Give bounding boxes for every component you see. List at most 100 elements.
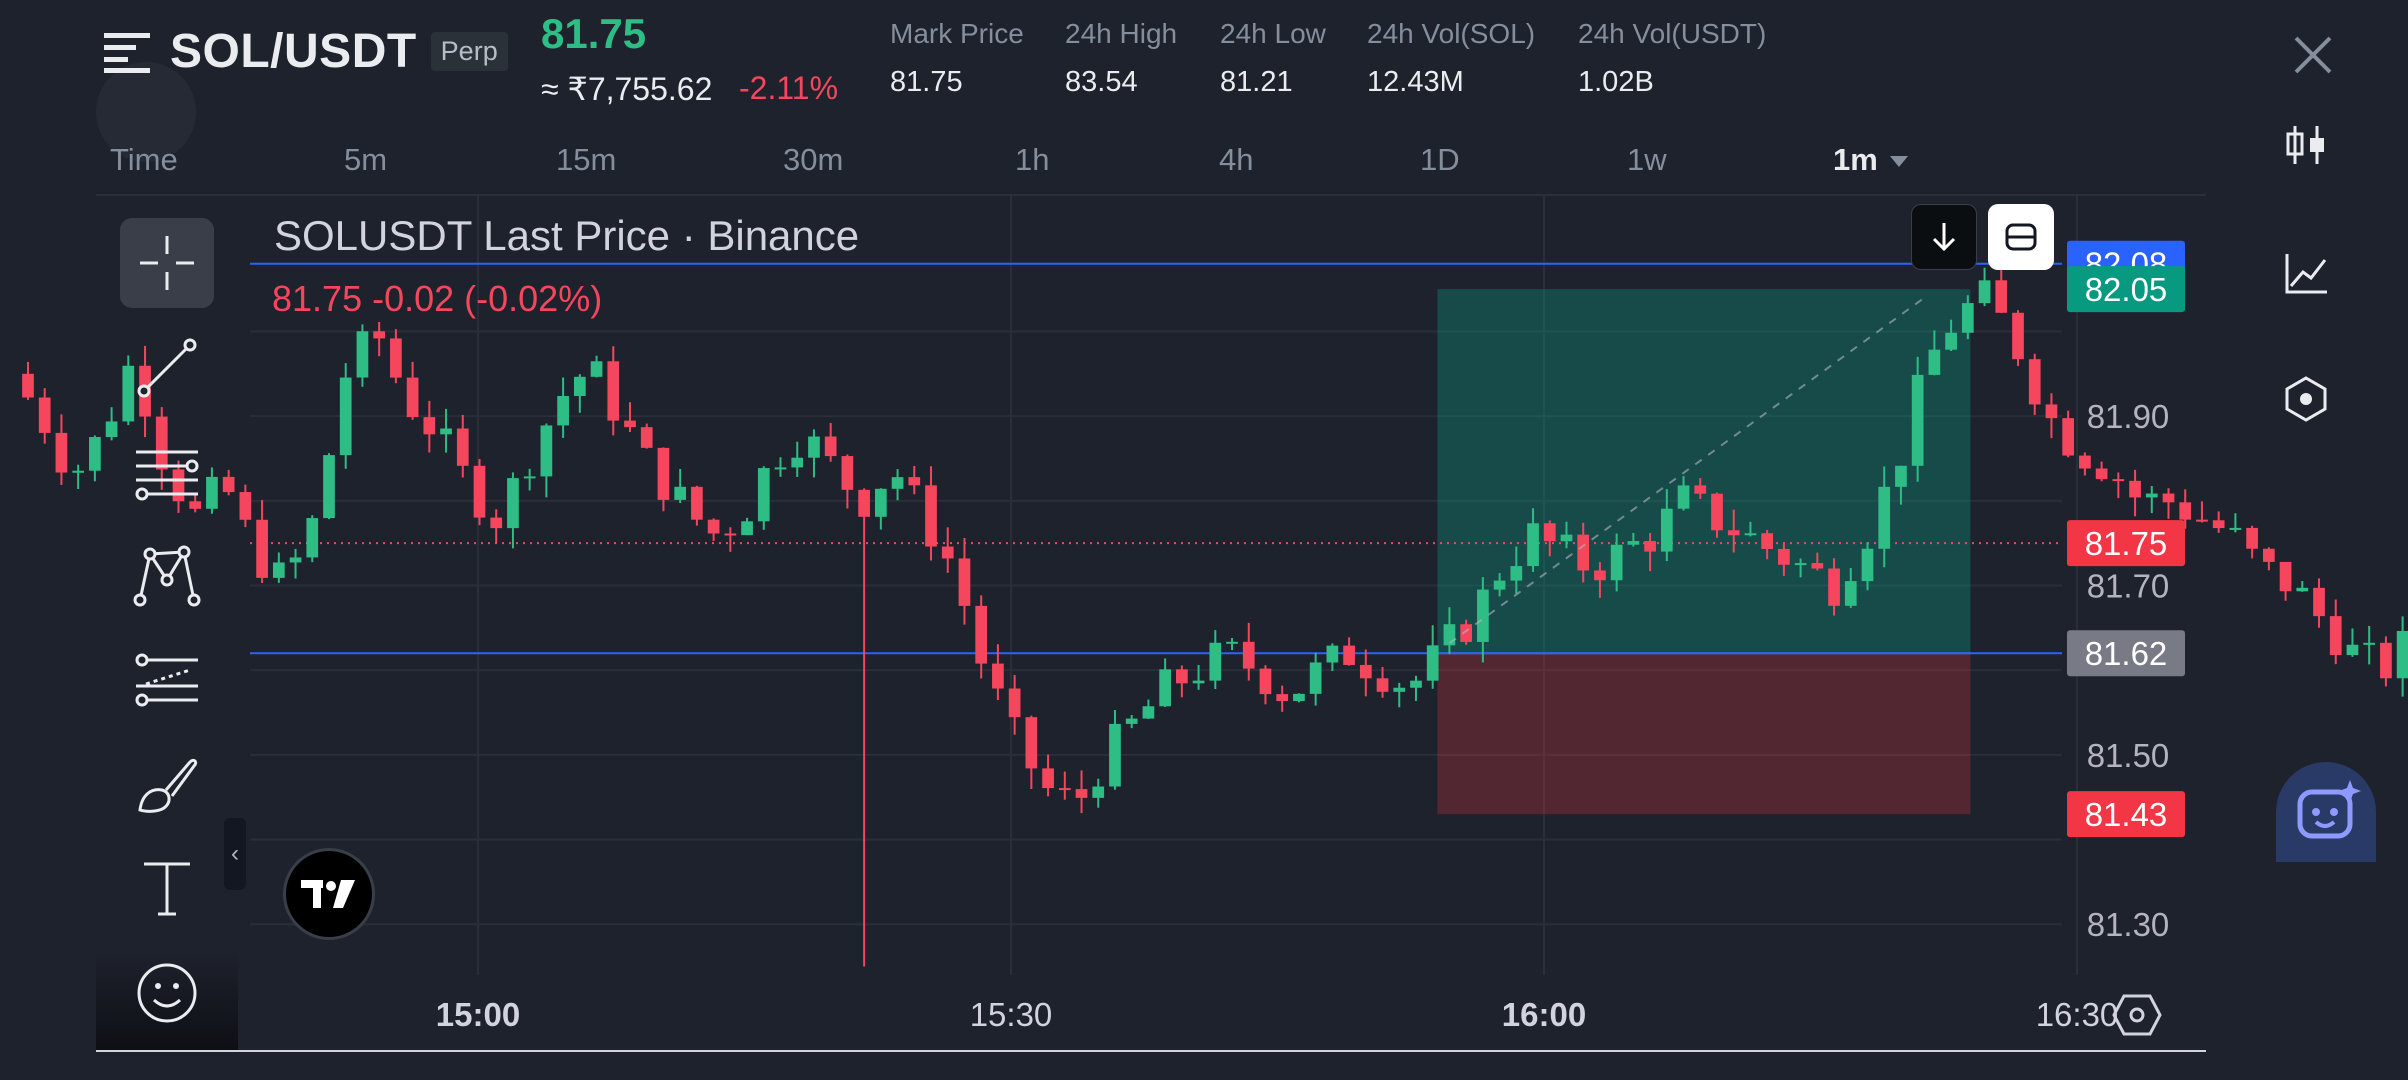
candle-body (674, 486, 687, 500)
tab-1h[interactable]: 1h (1015, 142, 1050, 177)
candle-body (1844, 581, 1857, 606)
settings-icon[interactable] (2281, 374, 2331, 424)
chart-settings-icon[interactable] (2112, 992, 2162, 1038)
candle-body (256, 519, 268, 578)
scroll-to-latest-button[interactable] (1911, 204, 1977, 270)
candle-body (22, 373, 34, 398)
tab-time[interactable]: Time (110, 142, 178, 177)
position-tool[interactable] (1437, 289, 1971, 815)
candle-body (1477, 589, 1489, 642)
candle-body (624, 420, 636, 428)
horizontal-lines-icon (135, 450, 199, 501)
candle-body (1577, 534, 1590, 571)
stat-label: 24h Vol(SOL) (1367, 18, 1536, 49)
candle-body (339, 377, 352, 456)
candle-body (507, 478, 519, 529)
toolbar-collapse-button[interactable]: ‹ (224, 818, 246, 890)
candle-body (239, 492, 252, 520)
crosshair-tool[interactable] (120, 218, 214, 308)
toolbar-fade (96, 950, 238, 1052)
candle-body (557, 395, 569, 426)
candle-body (2112, 479, 2125, 482)
fullscreen-button[interactable] (1988, 204, 2054, 270)
trend-line-tool[interactable] (120, 323, 214, 413)
candle-body (590, 361, 603, 377)
candle-body (1711, 493, 1723, 531)
candle-body (2062, 418, 2075, 456)
tab-30m[interactable]: 30m (783, 142, 844, 177)
forecast-icon (135, 653, 198, 707)
candle-body (1493, 580, 1506, 590)
candle-body (1393, 687, 1406, 692)
candle-body (2012, 312, 2024, 360)
candle-body (289, 557, 302, 563)
candle-body (1543, 523, 1556, 542)
candle-body (2129, 480, 2141, 498)
candle-body (1995, 280, 2008, 313)
ai-assistant-button[interactable] (2276, 762, 2376, 862)
tab-1m-dropdown[interactable]: 1m (1833, 142, 1908, 178)
horizontal-lines[interactable] (250, 262, 2062, 655)
pattern-tool[interactable] (120, 530, 214, 620)
candle-body (841, 456, 854, 490)
x-tick-label: 15:30 (970, 996, 1053, 1033)
candle-body (1410, 680, 1422, 688)
candle-body (1159, 669, 1171, 707)
text-tool[interactable] (120, 842, 214, 932)
price-label-bg (2067, 630, 2185, 677)
candle-body (1075, 789, 1088, 798)
tab-5m[interactable]: 5m (344, 142, 388, 177)
candle-body (1309, 662, 1322, 694)
prediction-tool[interactable] (120, 634, 214, 724)
x-tick-label: 16:30 (2036, 996, 2119, 1033)
ai-robot-icon (2297, 780, 2361, 839)
candle-body (1911, 374, 1924, 466)
candle-body (2229, 527, 2242, 530)
axes: 15:0015:3016:0016:3017:0017:3081.9081.70… (436, 398, 2170, 1033)
candle-body (89, 437, 101, 471)
tab-1w[interactable]: 1w (1627, 142, 1667, 177)
candle-body (874, 488, 887, 517)
tradingview-logo[interactable] (283, 848, 375, 940)
candle-body (607, 361, 620, 421)
indicators-icon[interactable] (2281, 248, 2331, 298)
candle-body (724, 533, 737, 536)
candle-body (1978, 280, 1991, 304)
close-icon[interactable] (2288, 30, 2338, 80)
emoji-tool[interactable] (120, 948, 214, 1038)
candle-body (1727, 530, 1740, 536)
candle-body (406, 377, 419, 418)
candle-body (774, 467, 787, 470)
menu-icon[interactable] (104, 31, 150, 73)
candle-body (105, 421, 118, 438)
fib-tool[interactable] (120, 428, 214, 518)
candle-body (473, 465, 486, 518)
candle-body (657, 447, 670, 500)
candle-body (1192, 680, 1205, 684)
candle-body (1660, 508, 1673, 552)
stat-value: 81.75 (890, 66, 963, 98)
tab-4h[interactable]: 4h (1219, 142, 1254, 177)
candle-body (55, 432, 68, 473)
candlestick-icon[interactable] (2281, 120, 2331, 170)
candle-body (1293, 693, 1305, 702)
y-tick-label: 81.70 (2087, 568, 2170, 605)
candle-body (1945, 332, 1957, 350)
tab-15m[interactable]: 15m (556, 142, 617, 177)
caret-down-icon (1889, 156, 1908, 168)
text-icon (144, 862, 190, 916)
candle-body (891, 477, 904, 489)
candle-body (423, 417, 436, 435)
pair-selector[interactable]: SOL/USDT Perp (104, 24, 508, 79)
candle-body (741, 521, 753, 536)
x-tick-label: 16:00 (1502, 996, 1586, 1033)
candle-body (2179, 502, 2192, 520)
pair-name: SOL/USDT (170, 25, 417, 78)
candle-body (189, 501, 202, 509)
brush-tool[interactable] (120, 738, 214, 828)
candle-body (540, 425, 553, 477)
brush-icon (138, 758, 198, 813)
tab-1d[interactable]: 1D (1420, 142, 1460, 177)
candle-body (1744, 533, 1757, 536)
